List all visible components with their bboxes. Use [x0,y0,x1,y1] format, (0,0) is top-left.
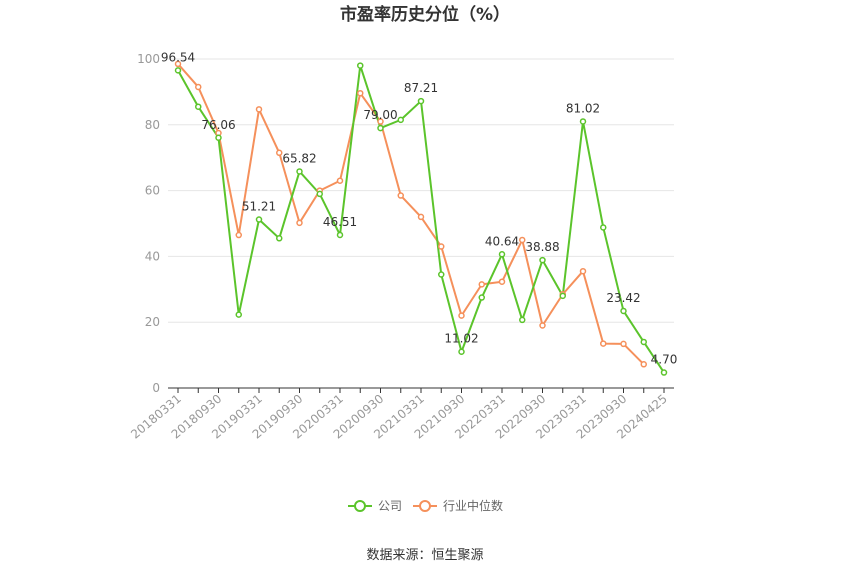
data-point[interactable] [174,60,182,68]
data-point[interactable] [336,177,344,184]
data-label: 87.21 [404,81,438,95]
data-label: 96.54 [161,50,195,64]
data-point[interactable] [417,213,425,221]
series-points [174,60,668,376]
data-point[interactable] [276,235,283,242]
data-point[interactable] [640,338,647,346]
grid-lines [168,58,674,323]
data-point[interactable] [620,340,627,348]
data-label: 46.51 [323,215,357,229]
data-point[interactable] [579,118,587,125]
data-point[interactable] [458,348,465,355]
data-point[interactable] [600,224,607,231]
data-point[interactable] [316,190,323,198]
data-point[interactable] [539,322,546,329]
data-label: 11.02 [444,332,478,346]
data-label: 40.64 [485,234,519,248]
data-point[interactable] [438,271,445,278]
data-point[interactable] [519,236,526,244]
data-point[interactable] [276,149,283,157]
data-label: 65.82 [282,151,316,165]
x-axis: 2018033120180930201903312019093020200331… [128,387,674,442]
y-tick-label: 80 [145,118,160,132]
y-axis-ticks: 0 20 40 60 80 100 [137,52,160,395]
data-point[interactable] [539,256,546,264]
data-point[interactable] [579,267,587,275]
data-point[interactable] [417,97,425,105]
data-label: 23.42 [606,291,640,305]
data-point[interactable] [498,251,506,258]
y-tick-label: 100 [137,52,160,66]
data-point[interactable] [640,361,647,368]
data-point[interactable] [357,62,364,69]
data-point[interactable] [660,369,668,376]
data-point[interactable] [255,106,263,113]
data-label: 76.06 [201,118,235,132]
data-point[interactable] [174,67,182,74]
y-tick-label: 20 [145,315,160,329]
chart-title: 市盈率历史分位（%） [340,4,510,25]
data-point[interactable] [438,243,445,250]
legend-label: 公司 [378,499,402,513]
data-label: 79.00 [363,108,397,122]
data-point[interactable] [620,307,627,315]
data-point[interactable] [357,89,364,97]
data-point[interactable] [235,231,242,239]
data-point[interactable] [458,312,465,319]
data-point[interactable] [519,316,526,324]
legend-marker [354,500,366,512]
data-label: 4.70 [651,353,678,367]
legend-label: 行业中位数 [443,498,503,513]
legend[interactable]: 公司 行业中位数 [348,498,503,513]
data-point[interactable] [195,83,202,91]
y-tick-label: 0 [152,381,160,395]
legend-marker [419,500,431,512]
data-point[interactable] [397,116,404,124]
data-point[interactable] [600,340,607,347]
data-point[interactable] [235,311,242,318]
data-label: 81.02 [566,101,600,115]
data-point[interactable] [478,294,485,301]
data-label: 51.21 [242,200,276,214]
y-tick-label: 40 [145,249,160,263]
data-point[interactable] [215,134,222,142]
data-point[interactable] [195,103,202,110]
data-point[interactable] [296,219,303,227]
data-point[interactable] [478,281,485,288]
y-tick-label: 60 [145,184,160,198]
data-point[interactable] [498,278,506,285]
legend-item-1[interactable]: 行业中位数 [413,498,503,513]
data-label: 38.88 [525,240,559,254]
data-labels: 96.54 76.06 51.21 65.82 46.51 79.00 87.21 11.02… [161,50,678,366]
data-point[interactable] [255,216,263,223]
data-point[interactable] [296,168,303,175]
data-point[interactable] [377,118,384,125]
legend-item-0[interactable]: 公司 [348,499,402,513]
data-point[interactable] [397,192,404,199]
data-point[interactable] [559,292,566,300]
data-point[interactable] [377,124,384,132]
data-source: 数据来源：恒生聚源 [366,548,483,563]
data-point[interactable] [336,231,344,239]
series-line-1 [177,63,645,366]
